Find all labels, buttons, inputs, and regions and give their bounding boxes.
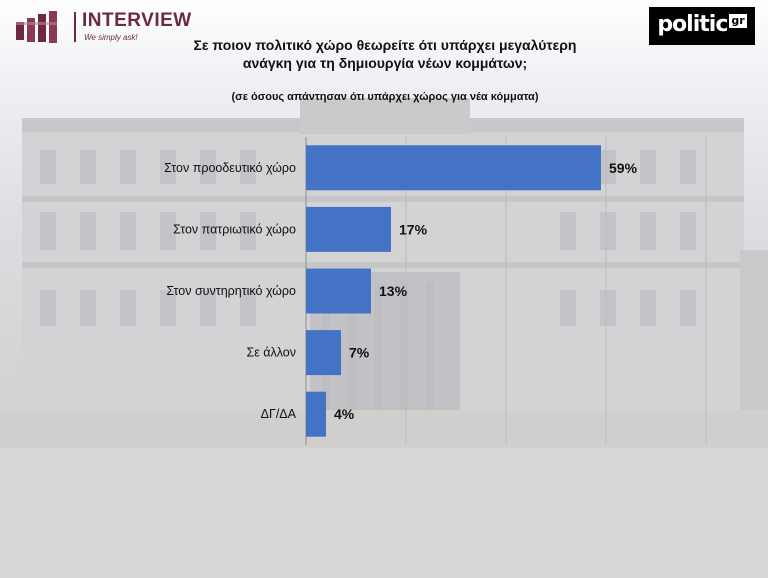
politic-logo-name: politic (657, 11, 728, 37)
category-label: Σε άλλον (246, 346, 296, 360)
chart-title: Σε ποιον πολιτικό χώρο θεωρείτε ότι υπάρ… (193, 37, 577, 71)
value-label: 7% (349, 345, 370, 361)
interview-logo-tagline: We simply ask! (84, 33, 138, 42)
bar (306, 330, 341, 376)
bar (306, 268, 371, 314)
politic-logo: politic gr (649, 7, 755, 45)
interview-logo-name: INTERVIEW (82, 10, 192, 31)
bar (306, 391, 326, 437)
value-label: 17% (399, 221, 428, 237)
politic-logo-badge: gr (729, 14, 747, 28)
category-label: Στον πατριωτικό χώρο (173, 222, 296, 236)
interview-logo-mark-icon (16, 11, 57, 43)
interview-logo: INTERVIEW We simply ask! (12, 10, 212, 50)
category-label: Στον προοδευτικό χώρο (164, 161, 296, 175)
category-label: Στον συντηρητικό χώρο (166, 284, 296, 298)
chart-category-labels: Στον προοδευτικό χώρο Στον πατριωτικό χώρ… (164, 161, 297, 421)
value-label: 4% (334, 406, 355, 422)
chart-value-labels: 59% 17% 13% 7% 4% (334, 160, 638, 422)
interview-logo-divider (74, 12, 76, 42)
bar (306, 206, 391, 252)
chart-bars (306, 145, 601, 437)
bar (306, 145, 601, 191)
chart-subtitle: (σε όσους απάντησαν ότι υπάρχει χώρος γι… (231, 91, 539, 103)
value-label: 13% (379, 283, 408, 299)
value-label: 59% (609, 160, 638, 176)
category-label: ΔΓ/ΔΑ (261, 407, 297, 421)
